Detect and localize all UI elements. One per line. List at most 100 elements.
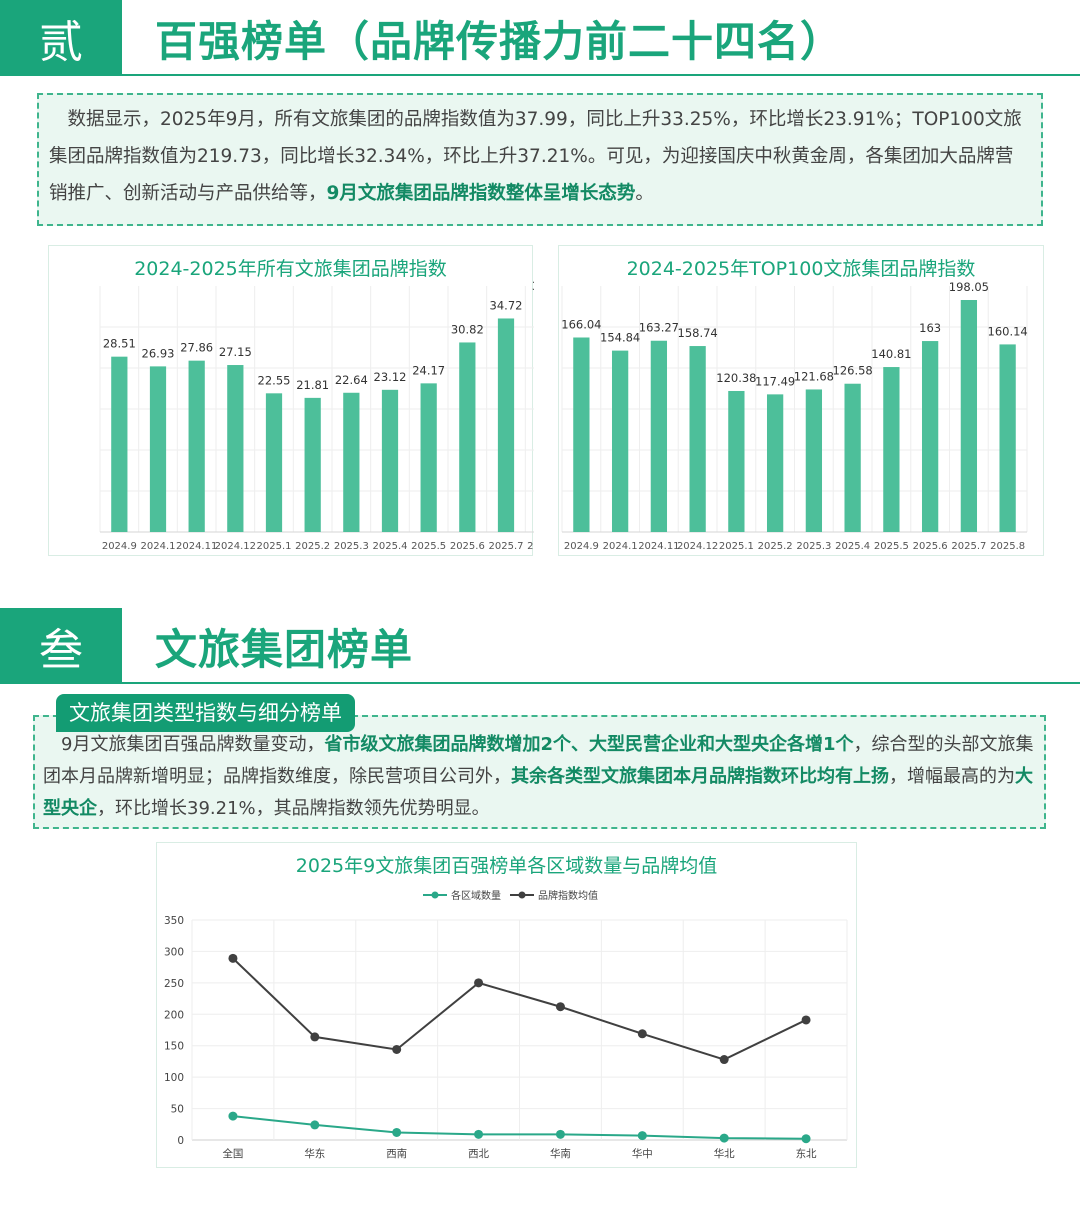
data-point xyxy=(474,978,484,988)
data-point xyxy=(392,1044,402,1054)
bar xyxy=(343,392,360,532)
region-line-chart: 2025年9文旅集团百强榜单各区域数量与品牌均值 各区域数量 品牌指数均值 0 50 1… xyxy=(156,842,857,1168)
data-label: 121.68 xyxy=(794,369,834,383)
summary-panel: 数据显示，2025年9月，所有文旅集团的品牌指数值为37.99，同比上升33.2… xyxy=(37,93,1043,226)
summary-text: ，环比增长39.21%，其品牌指数领先优势明显。 xyxy=(97,798,490,819)
bar xyxy=(459,342,476,532)
x-tick-label: 2024.11 xyxy=(176,541,217,552)
series-line xyxy=(232,957,807,1061)
x-tick-label: 2025.8 xyxy=(527,541,534,552)
x-tick-label: 2024.11 xyxy=(638,541,679,552)
data-label: 22.64 xyxy=(335,373,368,387)
section-2-header: 贰 百强榜单（品牌传播力前二十四名） xyxy=(0,0,1080,76)
bar xyxy=(960,299,978,532)
line-chart-svg: 各区域数量 品牌指数均值 0 50 100 150 200 250 300 350 全国 华东 西南 西北… xyxy=(164,889,848,1160)
x-tick-label: 2024.9 xyxy=(102,541,137,552)
bar xyxy=(689,346,706,532)
x-tick-label: 2024.1 xyxy=(141,541,176,552)
data-point xyxy=(474,1129,484,1139)
x-tick-label: 2025.3 xyxy=(334,541,369,552)
data-label: 163.27 xyxy=(639,321,679,335)
x-tick-label: 2025.5 xyxy=(411,541,446,552)
x-tick-label: 2025.6 xyxy=(913,541,948,552)
section-number: 贰 xyxy=(0,0,122,76)
data-label: 26.93 xyxy=(142,346,175,360)
bar xyxy=(188,360,205,532)
data-label: 27.86 xyxy=(180,341,213,355)
bar xyxy=(728,390,745,532)
x-tick-label: 2025.7 xyxy=(489,541,524,552)
data-label: 158.74 xyxy=(678,326,718,340)
data-label: 27.15 xyxy=(219,345,252,359)
data-label: 166.04 xyxy=(561,317,601,331)
divider xyxy=(122,682,1080,684)
bar xyxy=(420,383,437,532)
bar xyxy=(883,367,900,532)
data-label: 21.81 xyxy=(296,378,329,392)
data-label: 154.84 xyxy=(600,331,640,345)
divider xyxy=(122,74,1080,76)
data-label: 126.58 xyxy=(833,364,873,378)
data-point xyxy=(555,1002,565,1012)
data-label: 163 xyxy=(919,321,941,335)
summary-end: 。 xyxy=(635,183,654,204)
bar xyxy=(611,350,629,532)
data-point xyxy=(801,1134,811,1144)
section-title: 百强榜单（品牌传播力前二十四名） xyxy=(155,17,844,66)
chart-title: 2024-2025年TOP100文旅集团品牌指数 xyxy=(626,258,976,280)
x-tick-label: 东北 xyxy=(796,1147,817,1160)
y-tick-label: 250 xyxy=(164,978,184,990)
data-point xyxy=(637,1029,647,1039)
data-label: 23.12 xyxy=(374,370,407,384)
bar xyxy=(999,344,1016,532)
bar xyxy=(227,365,244,532)
bar-chart-svg: 28.51 2024.9 26.93 2024.1 27.86 2024.11 27.15 2… xyxy=(99,279,534,552)
data-point xyxy=(801,1015,811,1025)
x-tick-label: 2025.6 xyxy=(450,541,485,552)
x-tick-label: 西南 xyxy=(386,1147,407,1160)
chart-title: 2025年9文旅集团百强榜单各区域数量与品牌均值 xyxy=(295,855,718,877)
legend-swatch-marker xyxy=(518,891,526,899)
bar xyxy=(921,341,939,532)
summary-highlight: 其余各类型文旅集团本月品牌指数环比均有上扬 xyxy=(511,766,889,787)
y-tick-label: 300 xyxy=(164,946,184,958)
x-tick-label: 华南 xyxy=(550,1147,571,1160)
data-label: 24.17 xyxy=(412,363,445,377)
bar-chart-svg: 166.04 2024.9 154.84 2024.1 163.27 2024.11 158… xyxy=(561,280,1028,552)
data-point xyxy=(719,1133,729,1143)
x-tick-label: 2025.7 xyxy=(951,541,986,552)
bar xyxy=(265,393,283,532)
y-tick-label: 350 xyxy=(164,915,184,927)
y-tick-label: 50 xyxy=(171,1104,184,1116)
bar xyxy=(304,397,321,532)
data-label: 37.9 xyxy=(532,279,534,293)
section-title: 文旅集团榜单 xyxy=(155,625,414,674)
data-label: 140.81 xyxy=(871,347,911,361)
x-tick-label: 西北 xyxy=(468,1148,489,1160)
x-tick-label: 2025.8 xyxy=(990,541,1025,552)
y-tick-label: 100 xyxy=(164,1072,184,1084)
bar xyxy=(650,340,668,532)
x-tick-label: 2025.3 xyxy=(796,541,831,552)
y-tick-label: 0 xyxy=(177,1135,184,1147)
x-tick-label: 华中 xyxy=(632,1147,653,1160)
x-tick-label: 2025.4 xyxy=(835,541,870,552)
bar xyxy=(766,394,784,532)
summary-text: ，增幅最高的为 xyxy=(889,766,1015,787)
x-tick-label: 华东 xyxy=(304,1147,325,1160)
legend-label: 品牌指数均值 xyxy=(538,889,598,902)
data-point xyxy=(392,1127,402,1137)
data-label: 160.14 xyxy=(988,324,1028,338)
x-tick-label: 全国 xyxy=(222,1147,243,1160)
bar xyxy=(497,318,515,532)
y-tick-label: 200 xyxy=(164,1009,184,1021)
data-point xyxy=(719,1055,729,1065)
data-point xyxy=(310,1120,320,1130)
data-point xyxy=(637,1131,647,1141)
ranking-summary-panel: 9月文旅集团百强品牌数量变动，省市级文旅集团品牌数增加2个、大型民营企业和大型央… xyxy=(33,715,1046,829)
data-label: 22.55 xyxy=(258,373,291,387)
data-point xyxy=(310,1032,320,1042)
x-tick-label: 2025.1 xyxy=(719,541,754,552)
data-point xyxy=(555,1129,565,1139)
chart-title: 2024-2025年所有文旅集团品牌指数 xyxy=(134,258,447,280)
